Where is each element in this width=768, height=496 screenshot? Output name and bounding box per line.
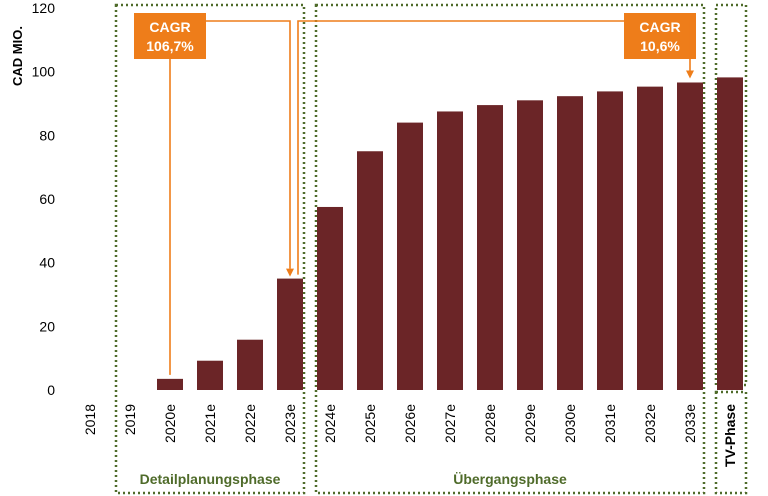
- y-tick-label: 20: [39, 318, 55, 334]
- y-axis: 0 20 40 60 80 100 120: [32, 0, 56, 398]
- tv-phase-label: TV-Phase: [722, 404, 738, 467]
- arrow-head: [286, 268, 294, 277]
- y-tick-label: 100: [32, 64, 56, 80]
- x-tick-label: 2020e: [162, 404, 178, 443]
- cagr-value: 106,7%: [146, 38, 194, 54]
- cagr-annotations: CAGR 106,7% CAGR 10,6%: [134, 13, 696, 375]
- bar: [277, 278, 303, 390]
- phase-box: [314, 3, 706, 495]
- cagr-line-start: [297, 20, 624, 275]
- bar: [677, 82, 703, 391]
- x-tick-label: 2019: [122, 404, 138, 435]
- x-tick-label: 2021e: [202, 404, 218, 443]
- y-tick-label: 80: [39, 127, 55, 143]
- x-tick-label: 2028e: [482, 404, 498, 443]
- x-tick-label: 2024e: [322, 404, 338, 443]
- bar: [477, 105, 503, 390]
- x-tick-label: 2022e: [242, 404, 258, 443]
- bar: [637, 86, 663, 391]
- phase-label: Übergangsphase: [453, 471, 567, 487]
- bar: [357, 151, 383, 390]
- cagr-arrow-line: [689, 20, 696, 71]
- x-tick-label: 2031e: [602, 404, 618, 443]
- tv-phase-label-box: [714, 390, 748, 495]
- x-tick-label: 2033e: [682, 404, 698, 443]
- x-tick-label: 2030e: [562, 404, 578, 443]
- bar: [717, 77, 743, 390]
- x-tick-label: 2032e: [642, 404, 658, 443]
- bar: [437, 111, 463, 390]
- cagr-value: 10,6%: [640, 38, 680, 54]
- y-axis-title: CAD MIO.: [10, 26, 25, 86]
- bar: [157, 378, 183, 390]
- y-tick-label: 120: [32, 0, 56, 16]
- bar: [397, 122, 423, 390]
- cagr-arrow-line: [206, 20, 291, 269]
- x-tick-label: 2025e: [362, 404, 378, 443]
- y-tick-label: 0: [47, 382, 55, 398]
- cagr-box: [134, 13, 206, 59]
- cagr-title: CAGR: [639, 19, 680, 35]
- bar: [557, 96, 583, 390]
- phase-box: [114, 3, 306, 495]
- x-tick-label: 2029e: [522, 404, 538, 443]
- arrow-head: [686, 70, 694, 79]
- bar-series: [157, 77, 743, 391]
- x-tick-label: 2018: [82, 404, 98, 435]
- bar: [317, 206, 343, 390]
- bar: [197, 360, 223, 390]
- bar: [237, 339, 263, 390]
- phase-label: Detailplanungsphase: [140, 471, 281, 487]
- x-tick-label: 2026e: [402, 404, 418, 443]
- cagr-box: [624, 13, 696, 59]
- bar: [597, 91, 623, 391]
- x-tick-label: 2027e: [442, 404, 458, 443]
- y-tick-label: 40: [39, 255, 55, 271]
- cagr-title: CAGR: [149, 19, 190, 35]
- y-tick-label: 60: [39, 191, 55, 207]
- bar: [517, 100, 543, 391]
- phase-boxes: Detailplanungsphase Übergangsphase: [114, 3, 748, 495]
- x-tick-label: 2023e: [282, 404, 298, 443]
- x-axis: 2018 2019 2020e 2021e 2022e 2023e 2024e 2025e 20…: [82, 404, 738, 467]
